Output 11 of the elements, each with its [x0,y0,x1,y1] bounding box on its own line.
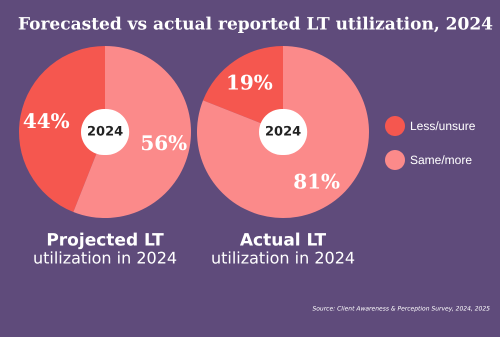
slice-label: Actual LT utilization in 2024 [210,230,356,268]
data-label: 81% [293,169,340,194]
chart-title: Forecasted vs actual reported LT utilization, 2024 [18,14,494,34]
text: 2024 [265,124,302,140]
data-label: 56% [140,131,188,156]
legend-label: Same/more [410,153,472,167]
slice-label: Projected LT utilization in 2024 [32,230,178,268]
legend-label: Less/unsure [410,119,476,133]
data-label: 19% [226,70,273,95]
data-label: 44% [22,108,70,133]
text: 2024 [87,124,124,140]
